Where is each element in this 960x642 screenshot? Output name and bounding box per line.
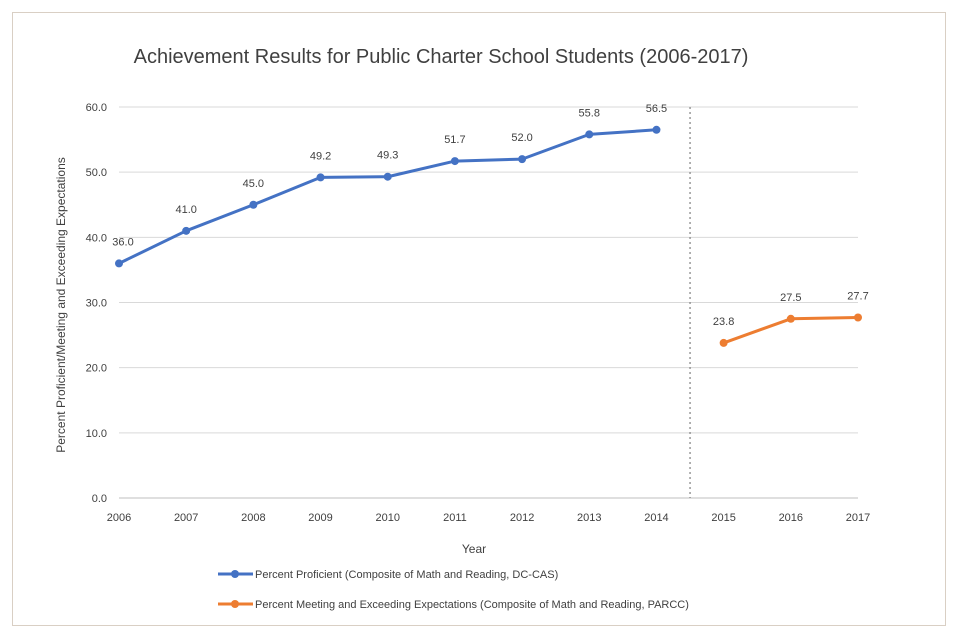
y-tick-label: 20.0 — [86, 363, 107, 375]
x-tick-label: 2010 — [375, 512, 399, 524]
x-tick-label: 2015 — [711, 512, 735, 524]
data-point — [652, 125, 661, 134]
y-tick-label: 40.0 — [86, 232, 107, 244]
x-axis-title: Year — [462, 542, 486, 556]
x-tick-label: 2012 — [510, 512, 534, 524]
legend-item-1: Percent Proficient (Composite of Math an… — [218, 569, 558, 581]
data-point — [450, 157, 459, 166]
legend-item-2: Percent Meeting and Exceeding Expectatio… — [218, 599, 689, 611]
y-tick-label: 0.0 — [92, 493, 107, 505]
x-tick-label: 2014 — [644, 512, 668, 524]
legend-marker — [231, 570, 239, 578]
data-point — [786, 314, 795, 323]
data-label: 52.0 — [511, 132, 532, 144]
legend-label: Percent Meeting and Exceeding Expectatio… — [255, 599, 689, 611]
y-tick-label: 60.0 — [86, 102, 107, 114]
series-group: 36.0 41.0 45.0 49.2 49.3 51.7 52.0 55.8 56.5 23.8… — [112, 103, 869, 347]
data-label: 56.5 — [646, 103, 667, 115]
data-point — [115, 259, 123, 268]
x-tick-label: 2006 — [107, 512, 131, 524]
x-tick-label: 2016 — [779, 512, 803, 524]
data-label: 45.0 — [243, 178, 264, 190]
x-tick-label: 2013 — [577, 512, 601, 524]
legend: Percent Proficient (Composite of Math an… — [218, 569, 689, 611]
x-tick-label: 2011 — [443, 512, 467, 524]
data-point — [518, 155, 527, 164]
legend-marker — [231, 600, 239, 608]
line-chart: Achievement Results for Public Charter S… — [54, 46, 870, 611]
x-tick-label: 2017 — [846, 512, 870, 524]
y-tick-label: 30.0 — [86, 298, 107, 310]
legend-label: Percent Proficient (Composite of Math an… — [255, 569, 558, 581]
data-label: 49.2 — [310, 150, 331, 162]
gridlines — [119, 106, 858, 499]
x-tick-label: 2007 — [174, 512, 198, 524]
data-label: 41.0 — [175, 204, 196, 216]
series-1: 36.0 41.0 45.0 49.2 49.3 51.7 52.0 55.8 56.5 — [112, 103, 667, 268]
data-label: 23.8 — [713, 316, 734, 328]
data-label: 36.0 — [112, 236, 133, 248]
series-2: 23.8 27.5 27.7 — [713, 290, 869, 347]
x-tick-label: 2009 — [308, 512, 332, 524]
chart-title: Achievement Results for Public Charter S… — [134, 46, 749, 68]
chart-frame: Achievement Results for Public Charter S… — [12, 12, 946, 626]
data-point — [383, 172, 392, 181]
data-label: 27.7 — [847, 290, 868, 302]
data-point — [182, 226, 191, 235]
data-label: 51.7 — [444, 134, 465, 146]
x-tick-label: 2008 — [241, 512, 265, 524]
x-axis-ticks: 2006 2007 2008 2009 2010 2011 2012 2013 2014 2015… — [107, 512, 870, 524]
data-label: 49.3 — [377, 150, 398, 162]
y-tick-label: 50.0 — [86, 167, 107, 179]
data-label: 27.5 — [780, 292, 801, 304]
data-point — [585, 130, 594, 139]
y-tick-label: 10.0 — [86, 428, 107, 440]
y-axis-title: Percent Proficient/Meeting and Exceeding… — [54, 157, 68, 453]
data-point — [249, 200, 258, 209]
data-point — [316, 173, 325, 182]
data-label: 55.8 — [579, 107, 600, 119]
y-axis-ticks: 0.0 10.0 20.0 30.0 40.0 50.0 60.0 — [86, 102, 107, 505]
data-point — [854, 313, 862, 322]
data-point — [719, 338, 728, 347]
